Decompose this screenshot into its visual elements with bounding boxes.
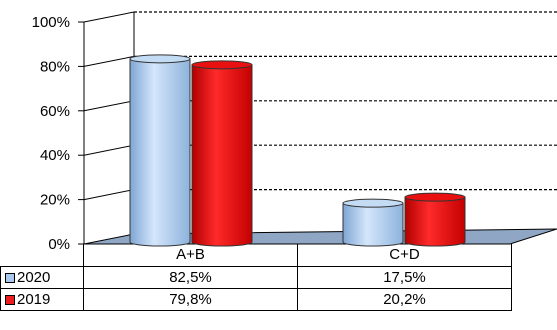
data-label: 79,8%: [83, 287, 298, 311]
gridline-diagonal: [83, 11, 135, 23]
y-tick-label: 80%: [40, 58, 70, 75]
category-label: C+D: [297, 244, 512, 267]
bar-2019-A+B: [191, 60, 253, 247]
bar-top: [129, 54, 191, 64]
chart-walls: [83, 12, 135, 244]
bar-2019-C+D: [404, 192, 466, 247]
series-name: 2019: [17, 290, 51, 308]
legend-entry: 2019: [0, 287, 84, 311]
data-label: 82,5%: [83, 265, 298, 289]
bars: [129, 54, 466, 247]
y-tick-label: 100%: [32, 14, 70, 31]
data-label: 20,2%: [297, 287, 512, 311]
gridline-diagonal: [83, 100, 135, 112]
bar-body: [404, 196, 466, 247]
data-table: A+B C+D 2020 82,5% 17,5% 2019 79,8% 20,2…: [0, 244, 512, 311]
bar-body: [191, 64, 253, 247]
data-table-row: 2019 79,8% 20,2%: [0, 287, 512, 311]
series-name: 2020: [17, 268, 51, 286]
bar-body: [342, 202, 404, 247]
y-tick-label: 0%: [48, 236, 70, 253]
gridline-diagonal: [83, 144, 135, 156]
bar-body: [129, 58, 191, 247]
bar-top: [404, 192, 466, 202]
y-tick-label: 20%: [40, 192, 70, 209]
gridline-diagonal: [83, 55, 135, 67]
y-axis-ticks: 0% 20% 40% 60% 80% 100%: [32, 14, 84, 253]
data-table-row: 2020 82,5% 17,5%: [0, 265, 512, 289]
legend-swatch: [5, 272, 15, 283]
gridline-diagonal: [83, 189, 135, 201]
data-table-corner: [1, 244, 84, 266]
bar-2020-C+D: [342, 198, 404, 247]
bar-top: [191, 60, 253, 70]
legend-entry: 2020: [0, 265, 84, 289]
data-label: 17,5%: [297, 265, 512, 289]
legend-swatch: [5, 294, 15, 305]
category-label: A+B: [83, 244, 298, 267]
y-tick-label: 60%: [40, 103, 70, 120]
y-tick-label: 40%: [40, 147, 70, 164]
bar-top: [342, 198, 404, 208]
bar-2020-A+B: [129, 54, 191, 247]
data-table-header: A+B C+D: [1, 244, 512, 267]
